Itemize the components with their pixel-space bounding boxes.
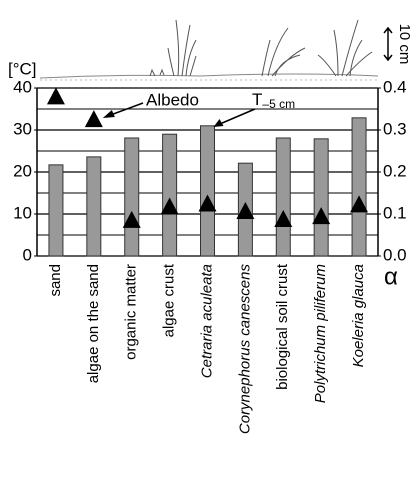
albedo-marker xyxy=(160,197,179,215)
series-name: T xyxy=(252,90,262,109)
y2-tick-label: 0.4 xyxy=(383,77,407,96)
bar xyxy=(86,156,102,257)
y2-tick-label: 0.0 xyxy=(383,245,407,264)
series-subscript: –5 cm xyxy=(262,97,295,111)
y2-tick-label: 0.2 xyxy=(383,161,407,180)
bar xyxy=(200,125,215,257)
bar xyxy=(313,138,329,257)
x-tick-label: sand xyxy=(47,264,64,297)
vegetation-illustration xyxy=(39,19,393,81)
bar xyxy=(124,137,140,257)
y-tick-label: 10 xyxy=(13,203,32,222)
x-tick-label: Polytrichum piliferum xyxy=(312,264,329,403)
bar xyxy=(162,133,178,257)
albedo-marker xyxy=(84,110,103,128)
y-tick-label: 0 xyxy=(23,245,32,264)
bar xyxy=(351,117,367,257)
y-tick-label: 40 xyxy=(13,77,32,96)
annotation-arrow xyxy=(107,102,144,117)
y-tick-label: 20 xyxy=(13,161,32,180)
arrow-head xyxy=(213,119,224,127)
bar xyxy=(275,137,291,257)
albedo-marker xyxy=(236,202,255,220)
arrow-head xyxy=(102,110,115,118)
series-label: T–5 cm xyxy=(252,90,295,111)
albedo-marker xyxy=(274,210,293,228)
y-unit-label: [°C] xyxy=(8,59,37,78)
bar xyxy=(48,164,64,257)
y2-tick-label: 0.1 xyxy=(383,203,407,222)
annotation-arrow xyxy=(217,108,256,126)
albedo-marker xyxy=(46,87,65,105)
x-tick-label: Cetraria aculeata xyxy=(198,264,215,378)
x-tick-label: organic matter xyxy=(123,264,140,360)
albedo-marker xyxy=(198,194,217,212)
y-tick-label: 30 xyxy=(13,119,32,138)
x-tick-label: Koeleria glauca xyxy=(350,264,367,367)
y2-tick-label: 0.3 xyxy=(383,119,407,138)
x-tick-label: Corynephorus canescens xyxy=(236,264,253,435)
albedo-marker xyxy=(122,210,141,228)
albedo-marker xyxy=(350,195,369,213)
series-label: Albedo xyxy=(146,90,199,109)
scale-label: 10 cm xyxy=(396,24,413,65)
x-tick-label: algae crust xyxy=(161,263,178,337)
y2-unit-label: α xyxy=(384,263,398,290)
albedo-marker xyxy=(312,207,331,225)
x-tick-label: algae on the sand xyxy=(85,264,102,383)
x-tick-label: biological soil crust xyxy=(274,263,291,390)
